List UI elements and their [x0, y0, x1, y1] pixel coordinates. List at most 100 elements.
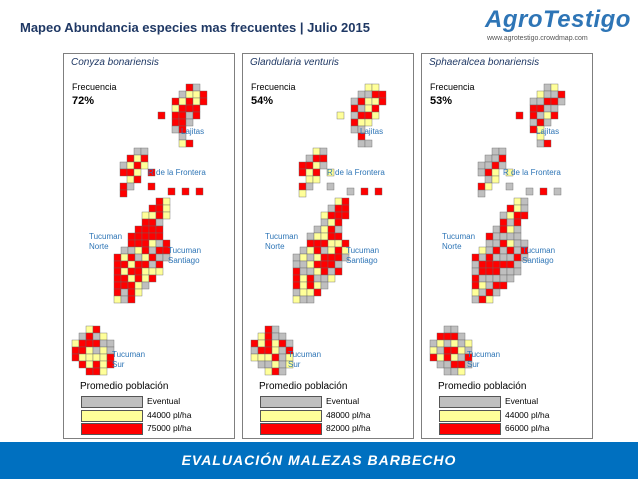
map-cell — [478, 253, 487, 262]
map-cell — [506, 260, 515, 269]
map-cell — [148, 260, 157, 269]
map-cell — [520, 253, 529, 262]
map-cell — [506, 218, 515, 227]
map-cell — [257, 353, 266, 362]
page-title: Mapeo Abundancia especies mas frecuentes… — [20, 20, 370, 35]
map-cell — [350, 118, 359, 127]
map-cell — [529, 97, 538, 106]
map-cell — [319, 161, 328, 170]
map-cell — [119, 161, 128, 170]
map-cell — [513, 211, 522, 220]
map-cell — [320, 274, 329, 283]
map-cell — [313, 260, 322, 269]
legend-label-eventual: Eventual — [326, 396, 360, 406]
map-cell — [436, 339, 445, 348]
map-cell — [350, 97, 359, 106]
map-cell — [536, 111, 545, 120]
map-cell — [484, 154, 493, 163]
map-cell — [178, 111, 187, 120]
map-cell — [320, 253, 329, 262]
map-cell — [320, 225, 329, 234]
map-cell — [513, 197, 522, 206]
map-cell — [492, 267, 501, 276]
map-cell — [364, 104, 373, 113]
map-cell — [350, 111, 359, 120]
map-cell — [334, 218, 343, 227]
species-name: Glandularia venturis — [250, 57, 339, 68]
map-cell — [436, 346, 445, 355]
map-cell — [491, 147, 500, 156]
map-cell — [471, 253, 480, 262]
map-cell — [529, 111, 538, 120]
map-cell — [543, 97, 552, 106]
map-cell — [334, 197, 343, 206]
map-cell — [457, 339, 466, 348]
map-cell — [485, 288, 494, 297]
map-cell — [327, 274, 336, 283]
map-cell — [557, 90, 566, 99]
map-cell — [133, 154, 142, 163]
map-cell — [292, 253, 301, 262]
map-cell — [106, 360, 115, 369]
map-cell — [506, 274, 515, 283]
map-cell — [346, 187, 355, 196]
map-cell — [471, 288, 480, 297]
map-cell — [513, 218, 522, 227]
map-cell — [457, 332, 466, 341]
map-cell — [478, 295, 487, 304]
footer-banner-text: EVALUACIÓN MALEZAS BARBECHO — [181, 452, 457, 468]
map-cell — [515, 111, 524, 120]
map-cell — [484, 168, 493, 177]
map-cell — [478, 274, 487, 283]
map-cell — [499, 274, 508, 283]
map-cell — [436, 353, 445, 362]
map-cell — [327, 239, 336, 248]
map-cell — [371, 83, 380, 92]
map-cell — [155, 211, 164, 220]
map-cell — [492, 274, 501, 283]
map-cell — [313, 267, 322, 276]
map-cell — [492, 260, 501, 269]
map-cell — [78, 332, 87, 341]
map-cell — [148, 232, 157, 241]
map-cell — [299, 274, 308, 283]
map-cell — [341, 197, 350, 206]
map-cell — [498, 161, 507, 170]
map-cell — [499, 253, 508, 262]
map-cell — [499, 225, 508, 234]
map-cell — [457, 360, 466, 369]
map-cell — [536, 118, 545, 127]
map-cell — [298, 161, 307, 170]
region-label-rfrontera: R de la Frontera — [148, 168, 206, 177]
region-label-tucuman-sur: Tucuman Sur — [467, 350, 501, 369]
map-cell — [257, 346, 266, 355]
map-cell — [313, 246, 322, 255]
map-cell — [133, 161, 142, 170]
map-cell — [292, 274, 301, 283]
map-cell — [148, 253, 157, 262]
map-cell — [485, 274, 494, 283]
map-cell — [134, 253, 143, 262]
map-cell — [192, 111, 201, 120]
map-cell — [313, 225, 322, 234]
region-label-tucuman-sur: Tucuman Sur — [112, 350, 146, 369]
map-cell — [278, 360, 287, 369]
map-cell — [378, 90, 387, 99]
map-cell — [134, 260, 143, 269]
region-label-rfrontera: R de la Frontera — [503, 168, 561, 177]
map-cell — [299, 281, 308, 290]
map-cell — [305, 161, 314, 170]
map-cell — [306, 274, 315, 283]
map-cell — [371, 97, 380, 106]
map-cell — [477, 168, 486, 177]
map-cell — [513, 232, 522, 241]
map-cell — [513, 246, 522, 255]
map-cell — [341, 204, 350, 213]
legend-swatch-high — [260, 423, 322, 435]
map-cell — [148, 246, 157, 255]
species-panel-glandularia: Glandularia venturis Frecuencia 54% Laji… — [242, 53, 414, 439]
map-cell — [306, 288, 315, 297]
map-cell — [478, 288, 487, 297]
map-cell — [126, 161, 135, 170]
map-cell — [120, 260, 129, 269]
